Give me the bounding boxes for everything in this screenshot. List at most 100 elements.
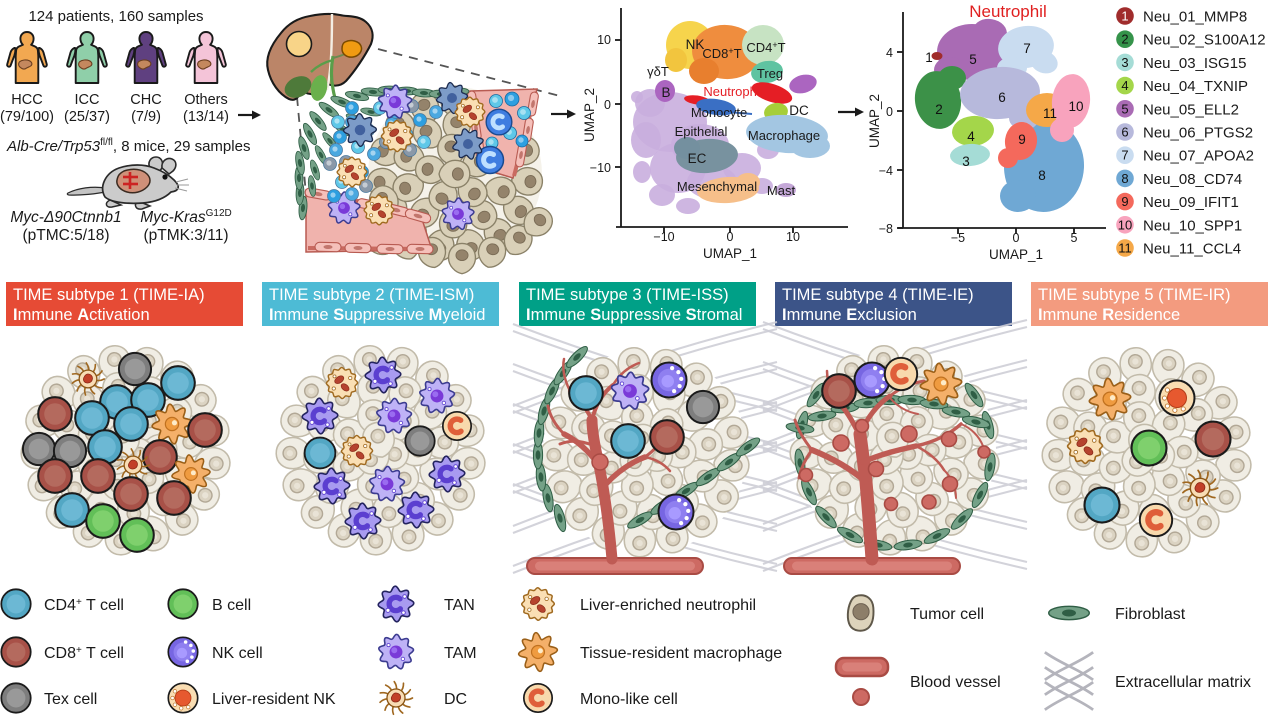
svg-text:Extracellular matrix: Extracellular matrix: [1115, 674, 1251, 691]
svg-text:CHC: CHC: [130, 92, 161, 108]
svg-text:(79/100): (79/100): [0, 109, 54, 125]
svg-text:TIME subtype 5 (TIME-IR): TIME subtype 5 (TIME-IR): [1038, 286, 1231, 304]
svg-text:Mast: Mast: [767, 183, 796, 198]
svg-text:(pTMK:3/11): (pTMK:3/11): [144, 227, 229, 244]
svg-text:Immune Suppressive Myeloid: Immune Suppressive Myeloid: [269, 306, 485, 324]
svg-text:7: 7: [1023, 41, 1031, 56]
svg-text:(13/14): (13/14): [183, 109, 229, 125]
svg-text:3: 3: [1121, 55, 1128, 70]
svg-text:NK: NK: [686, 37, 705, 52]
svg-text:Myc-Δ90Ctnnb1: Myc-Δ90Ctnnb1: [10, 209, 121, 226]
svg-text:Neu_01_MMP8: Neu_01_MMP8: [1143, 9, 1247, 26]
svg-text:UMAP_1: UMAP_1: [703, 246, 757, 261]
svg-text:CD8+ T cell: CD8+ T cell: [44, 645, 124, 662]
svg-text:2: 2: [935, 102, 943, 117]
svg-text:−4: −4: [879, 164, 893, 178]
svg-text:0: 0: [604, 98, 611, 112]
svg-text:10: 10: [1118, 217, 1132, 232]
svg-text:11: 11: [1118, 241, 1132, 256]
svg-text:CD4+T: CD4+T: [746, 40, 785, 55]
svg-text:Neu_05_ELL2: Neu_05_ELL2: [1143, 101, 1239, 118]
svg-text:UMAP_2: UMAP_2: [867, 94, 882, 148]
svg-text:UMAP_2: UMAP_2: [582, 88, 597, 142]
svg-text:Neu_07_APOA2: Neu_07_APOA2: [1143, 148, 1254, 165]
svg-text:CD8+T: CD8+T: [702, 46, 741, 61]
svg-text:Fibroblast: Fibroblast: [1115, 606, 1186, 623]
svg-text:5: 5: [1121, 101, 1128, 116]
svg-text:−10: −10: [653, 230, 674, 244]
svg-text:TIME subtype 1 (TIME-IA): TIME subtype 1 (TIME-IA): [13, 286, 205, 304]
svg-text:4: 4: [886, 46, 893, 60]
svg-text:CD4+ T cell: CD4+ T cell: [44, 597, 124, 614]
svg-text:TAM: TAM: [444, 645, 477, 662]
svg-text:−8: −8: [879, 222, 893, 236]
svg-text:Others: Others: [184, 92, 228, 108]
svg-text:B: B: [661, 85, 670, 100]
svg-text:Neu_06_PTGS2: Neu_06_PTGS2: [1143, 125, 1253, 142]
svg-text:8: 8: [1038, 168, 1046, 183]
svg-text:UMAP_1: UMAP_1: [989, 247, 1043, 262]
svg-text:2: 2: [1121, 32, 1128, 47]
svg-text:Neu_02_S100A12: Neu_02_S100A12: [1143, 32, 1266, 49]
svg-text:0: 0: [886, 105, 893, 119]
svg-text:Neu_03_ISG15: Neu_03_ISG15: [1143, 55, 1246, 72]
svg-text:TIME subtype 2 (TIME-ISM): TIME subtype 2 (TIME-ISM): [269, 286, 474, 304]
svg-text:3: 3: [962, 154, 970, 169]
svg-text:Immune Residence: Immune Residence: [1038, 306, 1180, 324]
svg-text:Tumor cell: Tumor cell: [910, 606, 984, 623]
svg-text:DC: DC: [444, 691, 467, 708]
svg-text:4: 4: [1121, 78, 1128, 93]
svg-text:6: 6: [1121, 125, 1128, 140]
svg-text:6: 6: [998, 90, 1006, 105]
svg-text:1: 1: [1121, 9, 1128, 24]
svg-text:124 patients, 160 samples: 124 patients, 160 samples: [28, 8, 203, 25]
svg-text:Neutrophil: Neutrophil: [969, 2, 1047, 21]
svg-text:(7/9): (7/9): [131, 109, 161, 125]
svg-text:10: 10: [786, 230, 800, 244]
svg-text:DC: DC: [789, 103, 809, 118]
svg-text:TIME subtype 3 (TIME-ISS): TIME subtype 3 (TIME-ISS): [526, 286, 729, 304]
svg-text:0: 0: [1013, 231, 1020, 245]
svg-text:Liver-enriched neutrophil: Liver-enriched neutrophil: [580, 597, 756, 614]
svg-text:EC: EC: [688, 151, 707, 166]
svg-text:Neu_09_IFIT1: Neu_09_IFIT1: [1143, 194, 1239, 211]
svg-text:Monocyte: Monocyte: [691, 105, 747, 120]
svg-text:Blood vessel: Blood vessel: [910, 674, 1001, 691]
svg-text:Liver-resident NK: Liver-resident NK: [212, 691, 336, 708]
svg-text:Neu_08_CD74: Neu_08_CD74: [1143, 171, 1242, 188]
svg-text:Neu_10_SPP1: Neu_10_SPP1: [1143, 217, 1242, 234]
svg-text:9: 9: [1121, 194, 1128, 209]
svg-text:Immune Suppressive Stromal: Immune Suppressive Stromal: [526, 306, 742, 324]
svg-text:Mesenchymal: Mesenchymal: [677, 179, 757, 194]
svg-text:0: 0: [727, 230, 734, 244]
svg-text:TIME subtype 4 (TIME-IE): TIME subtype 4 (TIME-IE): [782, 286, 974, 304]
svg-text:Macrophage: Macrophage: [748, 128, 820, 143]
svg-text:(pTMC:5/18): (pTMC:5/18): [23, 227, 110, 244]
svg-text:ICC: ICC: [75, 92, 100, 108]
svg-text:Mono-like cell: Mono-like cell: [580, 691, 678, 708]
svg-text:5: 5: [1071, 231, 1078, 245]
svg-text:Neutrophil: Neutrophil: [703, 84, 762, 99]
svg-text:Tissue-resident macrophage: Tissue-resident macrophage: [580, 645, 782, 662]
svg-text:−10: −10: [590, 161, 611, 175]
svg-text:Myc-KrasG12D: Myc-KrasG12D: [140, 208, 232, 226]
svg-text:10: 10: [1068, 99, 1083, 114]
svg-text:Neu_11_CCL4: Neu_11_CCL4: [1143, 241, 1241, 258]
svg-text:Treg: Treg: [757, 66, 783, 81]
svg-text:4: 4: [967, 129, 975, 144]
svg-text:9: 9: [1018, 132, 1026, 147]
svg-text:5: 5: [969, 52, 977, 67]
svg-text:TAN: TAN: [444, 597, 475, 614]
svg-text:11: 11: [1043, 106, 1057, 121]
svg-text:Immune Exclusion: Immune Exclusion: [782, 306, 917, 324]
svg-text:7: 7: [1121, 148, 1128, 163]
svg-text:Tex cell: Tex cell: [44, 691, 97, 708]
svg-text:Alb-Cre/Trp53fl/fl, 8 mice, 29: Alb-Cre/Trp53fl/fl, 8 mice, 29 samples: [6, 137, 250, 155]
svg-text:NK cell: NK cell: [212, 645, 263, 662]
svg-text:γδT: γδT: [647, 64, 669, 79]
svg-text:(25/37): (25/37): [64, 109, 110, 125]
svg-text:B cell: B cell: [212, 597, 251, 614]
svg-text:10: 10: [597, 33, 611, 47]
svg-text:Epithelial: Epithelial: [675, 124, 728, 139]
svg-text:HCC: HCC: [11, 92, 42, 108]
